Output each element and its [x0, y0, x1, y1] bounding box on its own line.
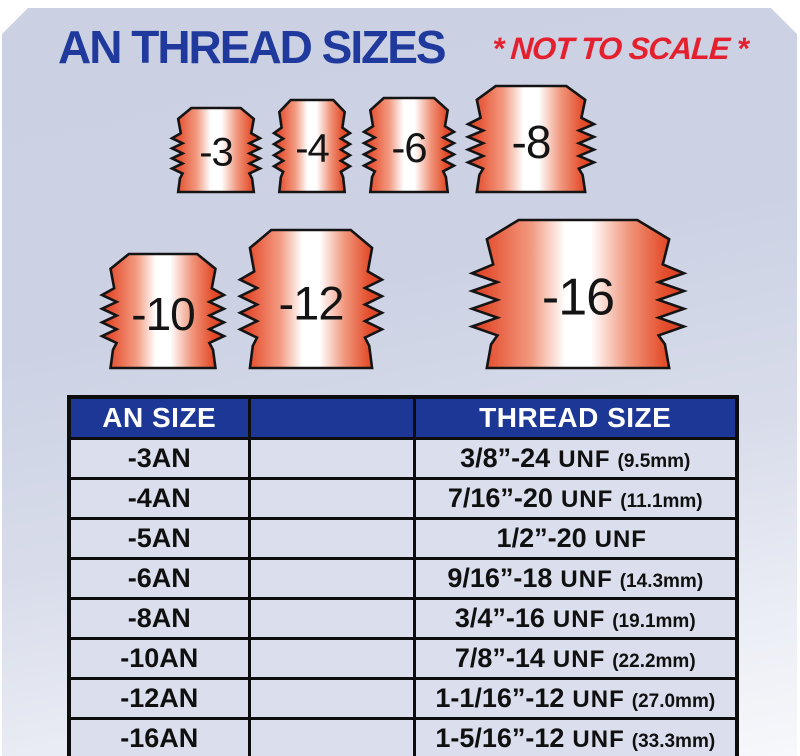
fitting-12-shape: [240, 230, 382, 368]
fitting-4-label: -4: [295, 126, 330, 171]
table-row: -16AN 1-5/16”-12 UNF (33.3mm): [67, 717, 739, 756]
fitting-12: -12: [240, 230, 382, 368]
fitting-16-shape: [472, 220, 684, 368]
fitting-10: -10: [102, 254, 224, 368]
empty-cell: [247, 477, 416, 520]
thread-value: 3/4”-16: [454, 603, 545, 633]
fitting-3-label: -3: [199, 130, 234, 175]
an-thread-size-table: AN SIZE THREAD SIZE -3AN 3/8”-24 UNF (9.5m…: [67, 395, 739, 756]
empty-cell: [247, 517, 416, 560]
an-size-cell: -16AN: [67, 717, 251, 756]
thread-standard: UNF: [552, 606, 606, 633]
fitting-8: -8: [468, 86, 594, 192]
table-row: -6AN 9/16”-18 UNF (14.3mm): [67, 557, 739, 600]
fittings-row-large: -10 -12 -16: [102, 218, 684, 368]
thread-size-cell: 3/8”-24 UNF (9.5mm): [412, 437, 739, 480]
thread-mm: (33.3mm): [631, 731, 716, 752]
page-title: AN THREAD SIZES: [58, 21, 447, 73]
thread-standard: UNF: [558, 446, 611, 473]
empty-cell: [247, 677, 416, 720]
fitting-8-label: -8: [511, 116, 552, 169]
table-row: -4AN 7/16”-20 UNF (11.1mm): [67, 477, 739, 520]
fitting-10-shape: [102, 254, 224, 368]
an-size-cell: -8AN: [67, 597, 251, 640]
thread-value: 7/8”-14: [454, 643, 545, 673]
thread-size-cell: 7/8”-14 UNF (22.2mm): [412, 637, 739, 680]
header-middle-empty: [247, 395, 416, 440]
thread-size-cell: 7/16”-20 UNF (11.1mm): [412, 477, 739, 520]
thread-value: 7/16”-20: [447, 483, 553, 513]
not-to-scale-label: * NOT TO SCALE *: [490, 31, 749, 66]
table-row: -10AN 7/8”-14 UNF (22.2mm): [67, 637, 739, 680]
empty-cell: [247, 717, 416, 756]
thread-value: 1-1/16”-12: [435, 683, 565, 713]
fitting-12-label: -12: [278, 275, 345, 329]
thread-value: 3/8”-24: [460, 443, 551, 473]
thread-standard: UNF: [572, 686, 625, 713]
thread-value: 1/2”-20: [496, 523, 587, 553]
an-size-cell: -6AN: [67, 557, 251, 600]
thread-mm: (9.5mm): [617, 451, 691, 472]
fitting-8-shape: [468, 86, 594, 192]
table-row: -5AN 1/2”-20 UNF: [67, 517, 739, 560]
an-size-cell: -10AN: [67, 637, 251, 680]
fitting-6-shape: [364, 98, 454, 192]
thread-mm: (22.2mm): [612, 651, 696, 672]
thread-standard: UNF: [572, 726, 625, 753]
thread-standard: UNF: [560, 486, 614, 513]
fitting-16-label: -16: [541, 268, 615, 327]
an-size-cell: -12AN: [67, 677, 251, 720]
fitting-16: -16: [472, 220, 684, 368]
an-size-cell: -3AN: [67, 437, 251, 480]
table-row: -3AN 3/8”-24 UNF (9.5mm): [67, 437, 739, 480]
thread-mm: (14.3mm): [619, 571, 704, 592]
table-header-row: AN SIZE THREAD SIZE: [67, 395, 739, 440]
fitting-4: -4: [274, 100, 350, 192]
thread-value: 1-5/16”-12: [435, 723, 565, 753]
thread-size-cell: 1-1/16”-12 UNF (27.0mm): [412, 677, 739, 720]
thread-standard: UNF: [552, 646, 606, 673]
empty-cell: [247, 637, 416, 680]
fitting-6: -6: [364, 98, 454, 192]
table-row: -8AN 3/4”-16 UNF (19.1mm): [67, 597, 739, 640]
an-size-cell: -4AN: [67, 477, 251, 520]
header-an-size: AN SIZE: [67, 395, 251, 440]
thread-mm: (27.0mm): [631, 691, 716, 712]
fitting-6-label: -6: [391, 123, 427, 171]
thread-size-cell: 3/4”-16 UNF (19.1mm): [412, 597, 739, 640]
thread-standard: UNF: [594, 526, 647, 553]
table-row: -12AN 1-1/16”-12 UNF (27.0mm): [67, 677, 739, 720]
thread-size-cell: 1/2”-20 UNF: [412, 517, 739, 560]
thread-size-cell: 1-5/16”-12 UNF (33.3mm): [412, 717, 739, 756]
header-thread-size: THREAD SIZE: [412, 395, 739, 440]
thread-value: 9/16”-18: [447, 563, 553, 593]
thread-mm: (19.1mm): [612, 611, 696, 632]
an-size-cell: -5AN: [67, 517, 251, 560]
empty-cell: [247, 557, 416, 600]
empty-cell: [247, 437, 416, 480]
fitting-4-shape: [274, 100, 350, 192]
fitting-3: -3: [172, 108, 260, 192]
fitting-10-label: -10: [131, 288, 195, 341]
empty-cell: [247, 597, 416, 640]
thread-standard: UNF: [560, 566, 613, 593]
thread-size-cell: 9/16”-18 UNF (14.3mm): [412, 557, 739, 600]
fitting-3-shape: [172, 108, 260, 192]
thread-mm: (11.1mm): [620, 491, 703, 512]
fittings-row-small: -3 -4 -6 -8: [172, 86, 594, 192]
